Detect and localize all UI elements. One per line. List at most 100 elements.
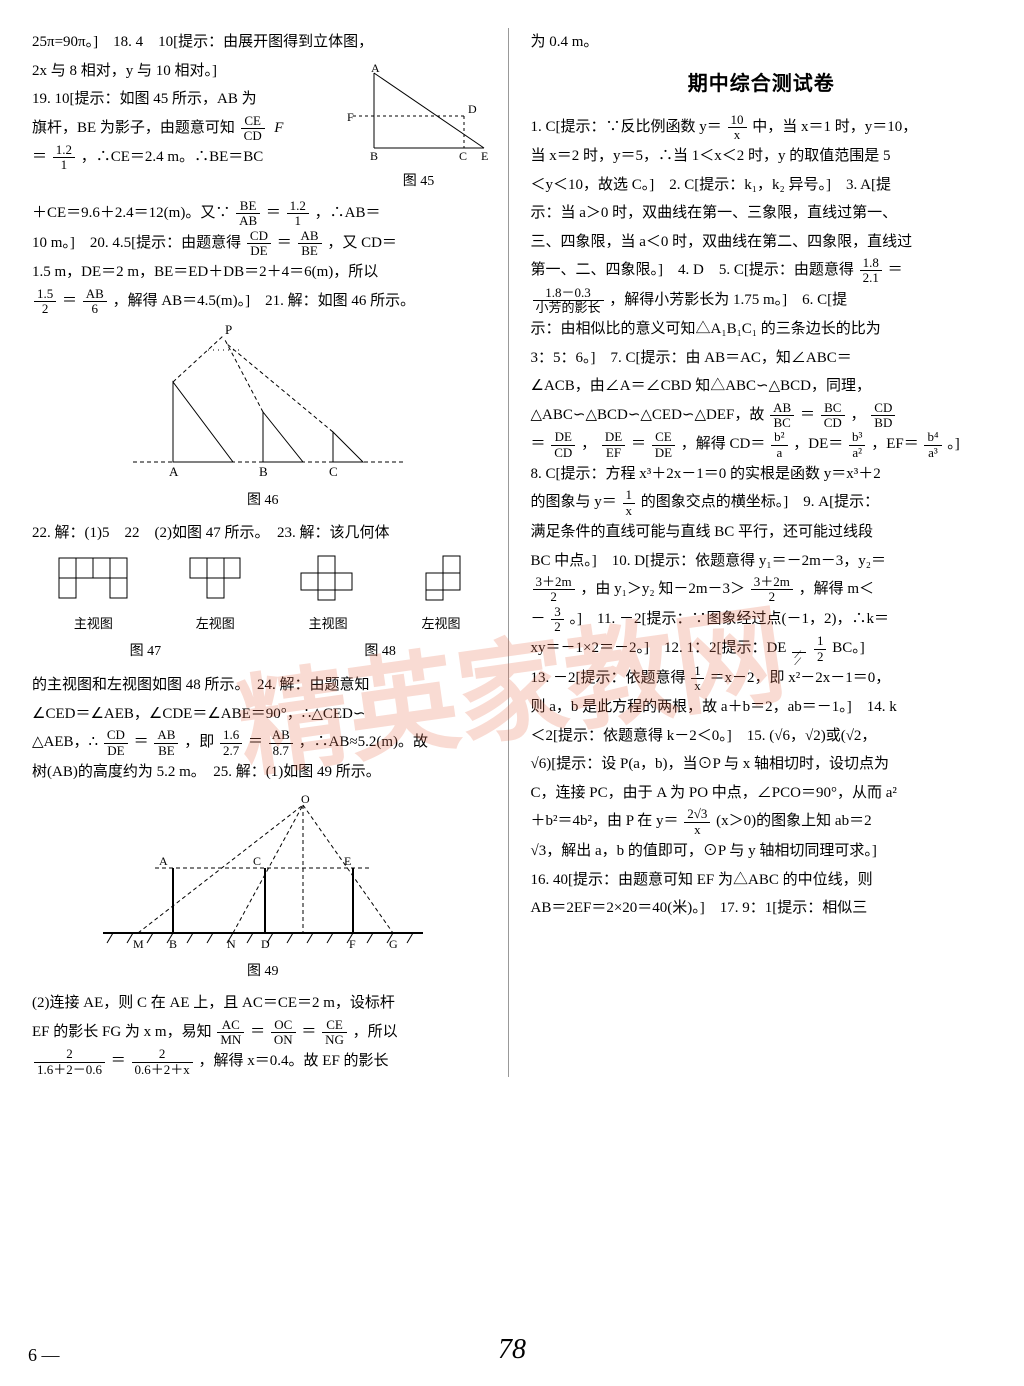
svg-text:C: C [329,464,338,479]
section-title: 期中综合测试卷 [531,65,993,103]
grid-view-icon [185,553,245,603]
text-line: C，连接 PC，由于 A 为 PO 中点，∠PCO＝90°，从而 a² [531,779,993,808]
text-line: ∠ACB，由∠A＝∠CBD 知△ABC∽△BCD，同理， [531,372,993,401]
figure-49: O A C E M B N D F G [93,793,433,953]
text-line: 3：5：6。] 7. C[提示：由 AB＝AC，知∠ABC＝ [531,344,993,373]
svg-text:D: D [261,937,270,951]
fraction: 32 [551,605,564,635]
text-line: √6)[提示：设 P(a，b)，当⊙P 与 x 轴相切时，设切点为 [531,750,993,779]
fraction: 1.8－0.3小芳的影长 [533,286,604,316]
fraction: 1.62.7 [220,728,242,758]
fraction: BEAB [236,199,260,229]
fraction: 2√3x [684,807,710,837]
figure-caption: 图 46 [32,488,494,515]
text-line: 当 x＝2 时，y＝5，∴当 1＜x＜2 时，y 的取值范围是 5 [531,142,993,171]
text-line: △ABC∽△BCD∽△CED∽△DEF，故 ABBC ＝ BCCD ， CDBD [531,401,993,431]
text-line: (2)连接 AE，则 C 在 AE 上，且 AC＝CE＝2 m，设标杆 [32,989,494,1018]
text-line: 1.8－0.3小芳的影长 ，解得小芳影长为 1.75 m。] 6. C[提 [531,286,993,316]
fraction: 20.6＋2＋x [132,1047,193,1077]
text-line: － 32 。] 11. －2[提示：∵图象经过点(－1，2)，∴k＝ [531,605,993,635]
fraction: b³a² [849,430,865,460]
fraction: CDDE [104,728,128,758]
fraction: 3＋2m2 [533,575,575,605]
fraction: ACMN [217,1018,244,1048]
text-line: 2x 与 8 相对，y 与 10 相对。] [32,57,338,86]
text-line: 1. C[提示：∵反比例函数 y＝ 10x 中，当 x＝1 时，y＝10， [531,113,993,143]
grid-view-icon [298,553,358,603]
fraction: CDBD [871,401,895,431]
text-line: BC 中点。] 10. D[提示：依题意得 y₁＝－2m－3，y₂＝ [531,547,993,576]
text-line: 为 0.4 m。 [531,28,993,57]
text-line: 第一、二、四象限。] 4. D 5. C[提示：由题意得 1.82.1 ＝ [531,256,993,286]
figure-caption: 图 47 [32,639,259,666]
text-line: 的图象与 y＝ 1x 的图象交点的横坐标。] 9. A[提示： [531,488,993,518]
fraction: ABBE [298,229,322,259]
fraction: b⁴a³ [924,430,941,460]
view-block: 主视图 [54,553,132,636]
text-line: ∠CED＝∠AEB，∠CDE＝∠ABE＝90°，∴△CED∽ [32,700,494,729]
fraction: OCON [271,1018,296,1048]
svg-text:P: P [225,322,232,337]
svg-text:E: E [344,854,351,868]
text-line: 10 m。] 20. 4.5[提示：由题意得 CDDE ＝ ABBE ，又 CD… [32,229,494,259]
svg-text:B: B [259,464,268,479]
text-line: 25π=90π。] 18. 4 10[提示：由展开图得到立体图， [32,28,494,57]
svg-text:C: C [253,854,261,868]
figure-caption: 图 49 [32,959,494,986]
text-line: EF 的影长 FG 为 x m，易知 ACMN ＝ OCON ＝ CENG ，所… [32,1018,494,1048]
svg-text:F: F [349,937,356,951]
text-line: ＝ 1.21 ，∴CE＝2.4 m。∴BE＝BC [32,143,338,173]
text-line: 21.6＋2－0.6 ＝ 20.6＋2＋x ，解得 x＝0.4。故 EF 的影长 [32,1047,494,1077]
text-line: xy＝－1×2＝－2。] 12. 1：2[提示：DE ⟋ ⟋ 12 BC。] [531,634,993,664]
text-line: △AEB，∴ CDDE ＝ ABBE ，即 1.62.7 ＝ AB8.7 ，∴A… [32,728,494,758]
text-line: ＜2[提示：依题意得 k－2＜0。] 15. (√6，√2)或(√2， [531,722,993,751]
figure-caption: 图 45 [344,169,494,196]
text-line: 旗杆，BE 为影子，由题意可知 CECD F [32,114,338,144]
figure-caption: 图 48 [267,639,494,666]
grid-view-icon [411,553,471,603]
fraction: DECD [551,430,575,460]
text-line: AB＝2EF＝2×20＝40(米)。] 17. 9：1[提示：相似三 [531,894,993,923]
fraction: 1.21 [287,199,309,229]
text-line: 示：当 a＞0 时，双曲线在第一、三象限，直线过第一、 [531,199,993,228]
svg-text:O: O [301,793,310,806]
text-line: ＜y＜10，故选 C。] 2. C[提示：k₁，k₂ 异号。] 3. A[提 [531,171,993,200]
svg-text:N: N [227,937,236,951]
fraction: BCCD [821,401,845,431]
svg-text:A: A [159,854,168,868]
text-line: 树(AB)的高度约为 5.2 m。 25. 解：(1)如图 49 所示。 [32,758,494,787]
fraction: CDDE [247,229,271,259]
text-line: 示：由相似比的意义可知△A₁B₁C₁ 的三条边长的比为 [531,315,993,344]
fraction: 1.21 [53,143,75,173]
text-line: ＝ DECD ， DEEF ＝ CEDE ，解得 CD＝ b²a ，DE＝ b³… [531,430,993,460]
figure-45: A F D B C E [344,63,494,163]
fraction: ABBE [154,728,178,758]
text-line: √3，解出 a，b 的值即可，⊙P 与 y 轴相切同理可求。] [531,837,993,866]
svg-text:E: E [481,149,488,163]
fraction: AB8.7 [269,728,293,758]
fraction: 1x [691,664,704,694]
page-curl: 78 [0,1323,1024,1376]
text-line: 1.5 m，DE＝2 m，BE＝ED＋DB＝2＋4＝6(m)，所以 [32,258,494,287]
text-line: 13. －2[提示：依题意得 1x ＝x－2，即 x²－2x－1＝0， [531,664,993,694]
text-line: 16. 40[提示：由题意可知 EF 为△ABC 的中位线，则 [531,866,993,895]
fraction: 10x [728,113,747,143]
text-line: ＋b²＝4b²，由 P 在 y＝ 2√3x (x＞0)的图象上知 ab＝2 [531,807,993,837]
fraction: CEDE [652,430,675,460]
view-block: 主视图 [298,553,358,636]
fraction: ABBC [770,401,794,431]
left-column: 25π=90π。] 18. 4 10[提示：由展开图得到立体图， 2x 与 8 … [32,28,509,1077]
fraction: 1.52 [34,287,56,317]
text-line: 1.52 ＝ AB6 ，解得 AB＝4.5(m)。] 21. 解：如图 46 所… [32,287,494,317]
figure-46: P A B C [113,322,413,482]
text-line: ＋CE＝9.6＋2.4＝12(m)。又∵ BEAB ＝ 1.21 ，∴AB＝ [32,199,494,229]
text-line: 19. 10[提示：如图 45 所示，AB 为 [32,85,338,114]
svg-text:F: F [347,110,354,124]
grid-view-icon [54,553,132,603]
text-line: 3＋2m2 ，由 y₁＞y₂ 知－2m－3＞ 3＋2m2 ，解得 m＜ [531,575,993,605]
fraction: 21.6＋2－0.6 [34,1047,105,1077]
text-line: 则 a，b 是此方程的两根，故 a＋b＝2，ab＝－1。] 14. k [531,693,993,722]
svg-text:A: A [169,464,179,479]
text-line: 22. 解：(1)5 22 (2)如图 47 所示。 23. 解：该几何体 [32,519,494,548]
fraction: AB6 [83,287,107,317]
